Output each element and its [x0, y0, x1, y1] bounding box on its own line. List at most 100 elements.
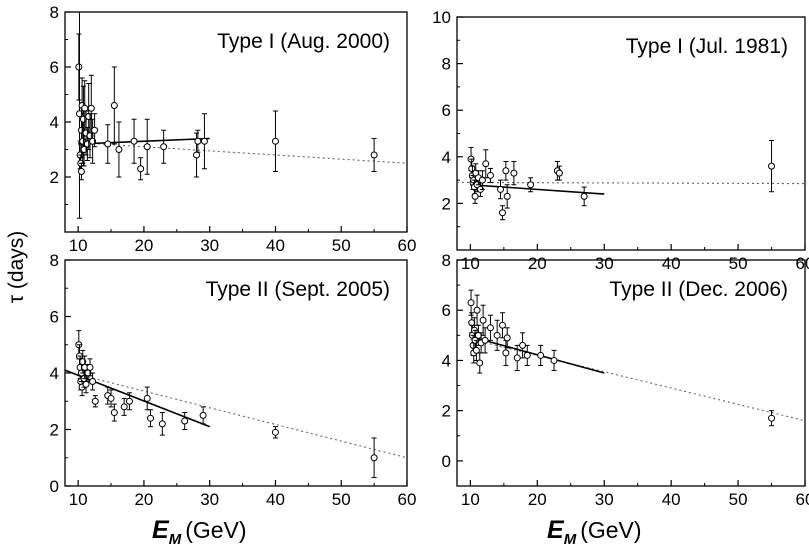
data-point: [523, 351, 531, 359]
data-point: [499, 321, 507, 329]
data-point: [271, 428, 279, 436]
x-axis-unit: (GeV): [185, 517, 246, 543]
data-point: [130, 137, 138, 145]
data-point: [519, 341, 527, 349]
x-axis-symbol: E: [152, 516, 170, 544]
y-tick-label: 0: [50, 477, 59, 496]
x-tick-label: 40: [662, 254, 681, 273]
panel-title: Type I (Jul. 1981): [626, 35, 788, 58]
x-axis-unit: (GeV): [580, 517, 641, 543]
chart-panel-4: 10 20 30 40 50 60 0 2 4 6 8 Type II (Dec. 2006): [442, 251, 809, 509]
data-point: [468, 164, 476, 172]
fit-line-solid: [78, 137, 210, 145]
y-tick-label: 2: [442, 402, 451, 421]
data-point: [271, 137, 279, 145]
data-point: [555, 169, 563, 177]
x-tick-label: 20: [528, 254, 547, 273]
y-tick-label: 10: [432, 8, 451, 27]
data-point: [486, 324, 494, 332]
data-point: [200, 137, 208, 145]
y-tick-label: 8: [442, 55, 451, 74]
data-point: [471, 192, 479, 200]
data-point: [503, 334, 511, 342]
data-point: [502, 349, 510, 357]
data-point: [527, 181, 535, 189]
x-tick-label: 50: [332, 236, 351, 255]
data-point: [143, 394, 151, 402]
x-tick-label: 20: [528, 490, 547, 509]
data-point: [81, 104, 89, 112]
data-point: [193, 151, 201, 159]
fit-line-dotted: [78, 142, 407, 164]
data-point: [370, 454, 378, 462]
data-point: [89, 377, 97, 385]
y-tick-label: 6: [442, 301, 451, 320]
data-point: [768, 414, 776, 422]
data-point: [91, 397, 99, 405]
y-tick-label: 2: [50, 421, 59, 440]
x-tick-label: 30: [595, 254, 614, 273]
y-tick-label: 0: [442, 452, 451, 471]
data-point: [137, 165, 145, 173]
data-point: [473, 306, 481, 314]
data-point: [143, 143, 151, 151]
data-point: [482, 160, 490, 168]
x-axis-label-left: EM (GeV): [152, 516, 247, 548]
data-point: [476, 359, 484, 367]
y-tick-label: 2: [442, 194, 451, 213]
data-point: [77, 168, 85, 175]
data-point: [85, 113, 93, 120]
y-tick-label: 4: [50, 364, 59, 383]
fit-line-dotted: [470, 338, 805, 422]
y-tick-label: 8: [50, 251, 59, 270]
fit-line-dotted: [78, 373, 407, 459]
x-tick-label: 40: [266, 490, 285, 509]
fit-line-solid: [65, 369, 210, 428]
x-axis-label-right: EM (GeV): [547, 516, 642, 548]
data-point: [87, 104, 95, 112]
data-point: [550, 356, 558, 364]
x-tick-label: 50: [729, 490, 748, 509]
x-tick-label: 60: [796, 254, 809, 273]
data-point: [510, 169, 518, 177]
x-tick-label: 40: [266, 236, 285, 255]
data-point: [75, 63, 83, 71]
x-axis-subscript: M: [564, 531, 577, 548]
chart-panel-2: 10 20 30 40 50 60 2 4 6 8 10 Type I (Jul. 1981): [432, 8, 809, 273]
data-point: [104, 140, 112, 148]
panel-title: Type II (Sept. 2005): [206, 278, 390, 301]
data-point: [181, 417, 189, 425]
data-point: [472, 346, 480, 354]
data-point: [493, 331, 501, 339]
chart-panel-3: 10 20 30 40 50 60 0 2 4 6 8 Type II (Sept. 2005): [50, 251, 417, 509]
data-point: [115, 146, 123, 153]
data-point: [502, 167, 510, 175]
data-point: [110, 409, 118, 417]
data-point: [160, 143, 168, 151]
data-point: [768, 162, 776, 170]
data-point: [86, 363, 94, 371]
data-point: [194, 137, 202, 145]
data-point: [110, 102, 118, 109]
x-tick-label: 60: [398, 236, 417, 255]
x-axis-subscript: M: [169, 531, 182, 548]
data-point: [481, 336, 489, 344]
y-tick-label: 6: [50, 58, 59, 77]
x-tick-label: 60: [398, 490, 417, 509]
data-point: [580, 192, 588, 200]
y-tick-label: 4: [442, 351, 451, 370]
x-axis-symbol: E: [547, 516, 565, 544]
y-tick-label: 4: [50, 113, 59, 132]
plot-frame: [456, 259, 806, 487]
x-tick-label: 60: [796, 490, 809, 509]
data-point: [478, 176, 486, 184]
x-tick-label: 20: [134, 490, 153, 509]
data-point: [370, 151, 378, 159]
x-tick-label: 50: [332, 490, 351, 509]
data-point: [497, 185, 504, 193]
x-tick-label: 10: [461, 490, 480, 509]
panel-title: Type II (Dec. 2006): [609, 278, 788, 301]
fit-line-dotted: [457, 181, 805, 185]
x-tick-label: 20: [134, 236, 153, 255]
